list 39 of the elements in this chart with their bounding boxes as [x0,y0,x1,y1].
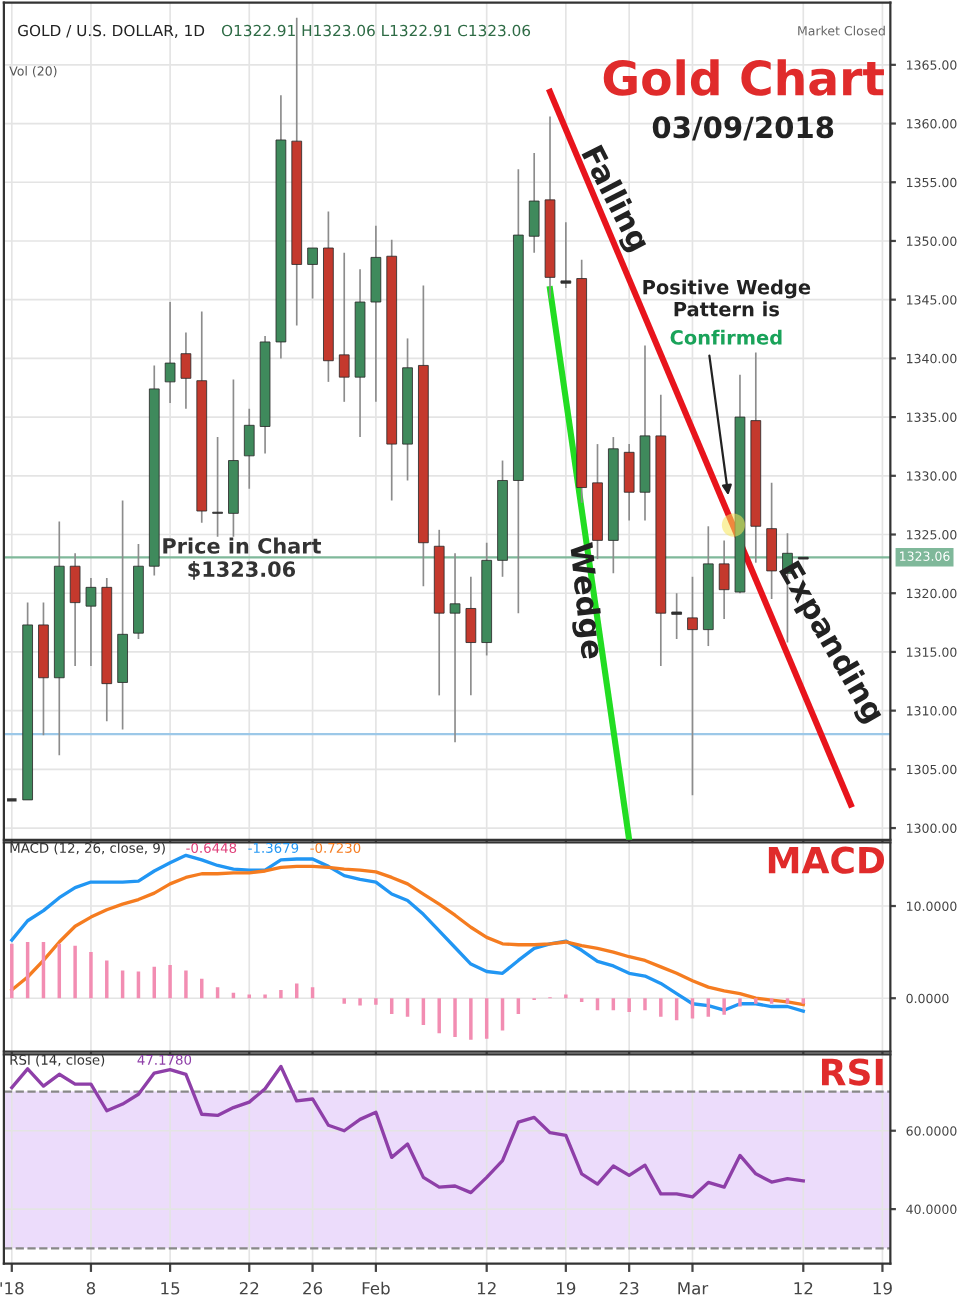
candlestick [560,221,572,289]
candlestick [671,592,682,640]
annotation: Positive Wedge Pattern is [643,279,811,317]
x-tick-label: 12 [477,1281,496,1295]
line-series [10,1064,805,1199]
candlestick [180,331,192,410]
candlestick [307,247,318,300]
annotation: Wedge [563,541,606,660]
annotation: Confirmed [670,329,782,345]
x-tick-label: 8 [86,1281,96,1295]
text: Gold Chart [603,59,884,96]
candlestick [338,251,350,403]
x-tick-label: Feb [362,1281,390,1295]
candlestick [85,577,97,667]
x-tick-label: 19 [557,1281,576,1295]
chart-title: MACD [768,846,885,874]
x-tick-label: 12 [794,1281,813,1295]
candlestick [449,552,461,744]
candlestick [69,552,81,667]
candlestick [623,443,635,522]
candlestick [766,482,777,600]
x-tick-label: 22 [239,1281,259,1295]
x-tick-label: '18 [0,1281,24,1295]
chart-title: RSI [821,1058,883,1086]
candlestick [370,224,382,403]
x-tick-label: Mar [678,1282,709,1295]
candlestick [687,575,698,797]
x-tick-label: 26 [303,1281,323,1295]
candlestick [243,408,255,490]
x-tick-label: 19 [873,1281,892,1295]
candlestick [465,575,477,697]
annotation: Price in Chart $1323.06 [163,537,322,580]
candlestick [212,436,223,538]
text: 03/09/2018 [652,116,834,141]
candlestick [164,301,176,404]
candlestick [718,539,730,620]
x-tick-label: 15 [161,1282,180,1295]
candlestick [528,152,540,254]
x-tick-label: 23 [619,1281,639,1295]
